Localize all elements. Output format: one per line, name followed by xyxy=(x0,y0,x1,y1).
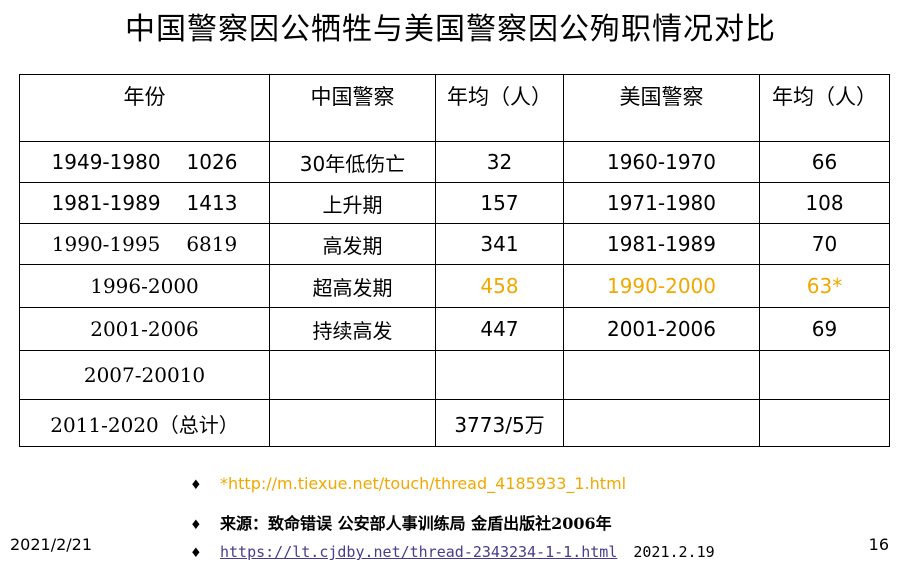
source-citation: 来源：致命错误 公安部人事训练局 金盾出版社2006年 xyxy=(220,514,612,533)
us-period-cell xyxy=(563,399,760,447)
china-phase-cell xyxy=(269,350,436,400)
header-china-average: 年均（人） xyxy=(435,74,564,142)
year-cell: 2007-20010 xyxy=(19,350,270,400)
link-date: 2021.2.19 xyxy=(633,543,715,561)
slide-title: 中国警察因公牺牲与美国警察因公殉职情况对比 xyxy=(125,12,776,47)
year-range: 1949-1980 xyxy=(51,150,161,174)
china-average-cell: 447 xyxy=(435,307,564,351)
page-number: 16 xyxy=(868,535,889,554)
year-cell: 2001-2006 xyxy=(19,307,270,351)
footer-date: 2021/2/21 xyxy=(10,535,93,554)
us-average-cell: 108 xyxy=(759,182,890,224)
us-period-cell-highlighted: 1990-2000 xyxy=(563,264,760,308)
china-phase-cell xyxy=(269,399,436,447)
table-row: 1949-1980 1026 30年低伤亡 32 1960-1970 66 xyxy=(19,141,890,183)
china-average-cell: 3773/5万 xyxy=(435,399,564,447)
us-average-cell: 66 xyxy=(759,141,890,183)
china-average-cell xyxy=(435,350,564,400)
china-phase-cell: 上升期 xyxy=(269,182,436,224)
us-average-cell xyxy=(759,399,890,447)
table-row: 2001-2006 持续高发 447 2001-2006 69 xyxy=(19,307,890,351)
table-row: 2011-2020（总计） 3773/5万 xyxy=(19,399,890,447)
year-count: 6819 xyxy=(186,232,238,256)
year-count: 1026 xyxy=(186,150,238,174)
comparison-table: 年份 中国警察 年均（人） 美国警察 年均（人） 1949-1980 1026 3… xyxy=(19,74,890,447)
us-period-cell: 1960-1970 xyxy=(563,141,760,183)
us-period-cell xyxy=(563,350,760,400)
us-average-cell-highlighted: 63* xyxy=(759,264,890,308)
china-average-cell: 341 xyxy=(435,223,564,265)
china-average-cell: 32 xyxy=(435,141,564,183)
diamond-bullet-icon: ♦ xyxy=(190,546,202,561)
us-average-cell: 70 xyxy=(759,223,890,265)
note-item: ♦ *http://m.tiexue.net/touch/thread_41859… xyxy=(190,474,626,493)
header-year: 年份 xyxy=(19,74,270,142)
year-cell: 1949-1980 1026 xyxy=(19,141,270,183)
header-us-average: 年均（人） xyxy=(759,74,890,142)
year-cell: 1981-1989 1413 xyxy=(19,182,270,224)
table-row: 1990-1995 6819 高发期 341 1981-1989 70 xyxy=(19,223,890,265)
tiexue-link[interactable]: *http://m.tiexue.net/touch/thread_418593… xyxy=(220,474,627,493)
china-average-cell-highlighted: 458 xyxy=(435,264,564,308)
table-row: 1996-2000 超高发期 458 1990-2000 63* xyxy=(19,264,890,308)
header-china-police: 中国警察 xyxy=(269,74,436,142)
us-average-cell xyxy=(759,350,890,400)
note-item: ♦ https://lt.cjdby.net/thread-2343234-1-1… xyxy=(190,542,715,561)
us-period-cell: 1971-1980 xyxy=(563,182,760,224)
table-row: 2007-20010 xyxy=(19,350,890,400)
year-range: 1990-1995 xyxy=(51,232,161,256)
china-phase-cell: 超高发期 xyxy=(269,264,436,308)
diamond-bullet-icon: ♦ xyxy=(190,478,202,493)
note-item: ♦ 来源：致命错误 公安部人事训练局 金盾出版社2006年 xyxy=(190,510,612,534)
china-average-cell: 157 xyxy=(435,182,564,224)
year-cell: 1990-1995 6819 xyxy=(19,223,270,265)
china-phase-cell: 高发期 xyxy=(269,223,436,265)
year-cell: 2011-2020（总计） xyxy=(19,399,270,447)
us-period-cell: 2001-2006 xyxy=(563,307,760,351)
china-phase-cell: 持续高发 xyxy=(269,307,436,351)
china-phase-cell: 30年低伤亡 xyxy=(269,141,436,183)
us-period-cell: 1981-1989 xyxy=(563,223,760,265)
year-cell: 1996-2000 xyxy=(19,264,270,308)
us-average-cell: 69 xyxy=(759,307,890,351)
year-count: 1413 xyxy=(186,191,238,215)
table-row: 1981-1989 1413 上升期 157 1971-1980 108 xyxy=(19,182,890,224)
year-range: 1981-1989 xyxy=(51,191,161,215)
table-header-row: 年份 中国警察 年均（人） 美国警察 年均（人） xyxy=(19,74,890,142)
diamond-bullet-icon: ♦ xyxy=(190,518,202,533)
cjdby-link[interactable]: https://lt.cjdby.net/thread-2343234-1-1.… xyxy=(220,543,618,561)
header-us-police: 美国警察 xyxy=(563,74,760,142)
